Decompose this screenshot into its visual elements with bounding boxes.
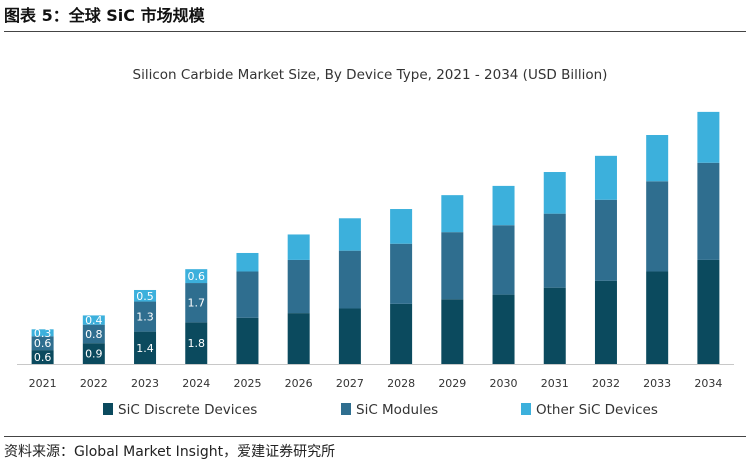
- data-label-2023-1: 1.3: [136, 311, 154, 324]
- bar-sic-discrete-devices-2024: [185, 322, 208, 364]
- bar-sic-discrete-devices-2026: [287, 313, 310, 364]
- bar-other-sic-devices-2029: [441, 195, 464, 233]
- x-tick-2026: 2026: [285, 377, 313, 390]
- bar-sic-discrete-devices-2030: [492, 294, 515, 364]
- x-tick-2029: 2029: [438, 377, 466, 390]
- bars-group: 0.60.60.30.90.80.41.41.30.51.81.70.6: [17, 111, 734, 365]
- x-tick-2031: 2031: [541, 377, 569, 390]
- x-tick-labels: 2021 2022 2023 2024 2025 2026 2027 2028 2029 2030…: [29, 377, 723, 390]
- bar-sic-modules-2021: [31, 336, 54, 351]
- bar-other-sic-devices-2026: [287, 234, 310, 260]
- bar-sic-discrete-devices-2031: [543, 287, 566, 364]
- bar-sic-discrete-devices-2032: [594, 280, 617, 364]
- legend: SiC Discrete Devices SiC Modules Other SiC…: [103, 402, 658, 418]
- data-label-2021-2: 0.3: [34, 327, 52, 340]
- bar-sic-discrete-devices-2021: [31, 350, 54, 364]
- bar-sic-modules-2022: [82, 324, 105, 344]
- bar-sic-discrete-devices-2027: [338, 308, 361, 364]
- bar-sic-discrete-devices-2033: [646, 271, 669, 364]
- bar-sic-discrete-devices-2028: [390, 303, 413, 364]
- x-tick-2022: 2022: [80, 377, 108, 390]
- x-tick-2024: 2024: [182, 377, 210, 390]
- data-label-2024-2: 0.6: [188, 270, 206, 283]
- bar-sic-modules-2029: [441, 232, 464, 300]
- bar-sic-modules-2024: [185, 283, 208, 323]
- x-tick-2030: 2030: [490, 377, 518, 390]
- x-tick-2034: 2034: [694, 377, 722, 390]
- x-tick-2027: 2027: [336, 377, 364, 390]
- bar-sic-discrete-devices-2025: [236, 317, 259, 364]
- bar-sic-modules-2032: [594, 199, 617, 281]
- legend-swatch-1: [341, 403, 351, 415]
- data-label-2024-1: 1.7: [188, 297, 206, 310]
- x-tick-2032: 2032: [592, 377, 620, 390]
- x-tick-2023: 2023: [131, 377, 159, 390]
- legend-label-0: SiC Discrete Devices: [118, 402, 257, 418]
- data-label-2022-0: 0.9: [85, 348, 103, 361]
- bar-sic-modules-2030: [492, 225, 515, 295]
- legend-swatch-0: [103, 403, 113, 415]
- bar-sic-modules-2031: [543, 213, 566, 288]
- bar-other-sic-devices-2034: [697, 111, 720, 163]
- data-label-2021-0: 0.6: [34, 351, 52, 364]
- bar-other-sic-devices-2030: [492, 185, 515, 226]
- x-tick-2025: 2025: [233, 377, 261, 390]
- bar-other-sic-devices-2027: [338, 218, 361, 251]
- bar-sic-discrete-devices-2034: [697, 259, 720, 364]
- data-label-2021-1: 0.6: [34, 337, 52, 350]
- bar-sic-modules-2034: [697, 162, 720, 260]
- x-tick-2033: 2033: [643, 377, 671, 390]
- bar-other-sic-devices-2031: [543, 172, 566, 214]
- bar-other-sic-devices-2032: [594, 155, 617, 200]
- bar-sic-modules-2025: [236, 271, 259, 318]
- legend-label-2: Other SiC Devices: [536, 402, 658, 418]
- x-tick-2028: 2028: [387, 377, 415, 390]
- title-rule: [4, 31, 746, 32]
- bar-other-sic-devices-2022: [82, 315, 105, 325]
- data-label-2023-2: 0.5: [136, 290, 154, 303]
- bar-other-sic-devices-2021: [31, 329, 54, 337]
- data-label-2022-2: 0.4: [85, 314, 103, 327]
- bar-other-sic-devices-2023: [134, 289, 157, 302]
- bar-other-sic-devices-2033: [646, 135, 669, 182]
- bar-sic-discrete-devices-2029: [441, 299, 464, 364]
- bar-sic-modules-2023: [134, 301, 157, 332]
- figure-title: 图表 5：全球 SiC 市场规模: [4, 6, 205, 25]
- bar-other-sic-devices-2028: [390, 209, 413, 244]
- bar-sic-modules-2027: [338, 250, 361, 309]
- x-tick-2021: 2021: [29, 377, 57, 390]
- data-label-2023-0: 1.4: [136, 342, 154, 355]
- source-note: 资料来源：Global Market Insight，爱建证券研究所: [4, 444, 336, 460]
- chart-title: Silicon Carbide Market Size, By Device T…: [133, 67, 608, 83]
- source-rule: [4, 436, 746, 437]
- data-label-2022-1: 0.8: [85, 328, 103, 341]
- bar-sic-modules-2026: [287, 259, 310, 314]
- bar-other-sic-devices-2025: [236, 252, 259, 272]
- bar-other-sic-devices-2024: [185, 269, 208, 284]
- legend-swatch-2: [521, 403, 531, 415]
- bar-sic-modules-2033: [646, 181, 669, 272]
- bar-sic-discrete-devices-2022: [82, 343, 105, 364]
- data-label-2024-0: 1.8: [188, 337, 206, 350]
- bar-sic-discrete-devices-2023: [134, 331, 157, 364]
- legend-label-1: SiC Modules: [356, 402, 438, 418]
- bar-sic-modules-2028: [390, 243, 413, 304]
